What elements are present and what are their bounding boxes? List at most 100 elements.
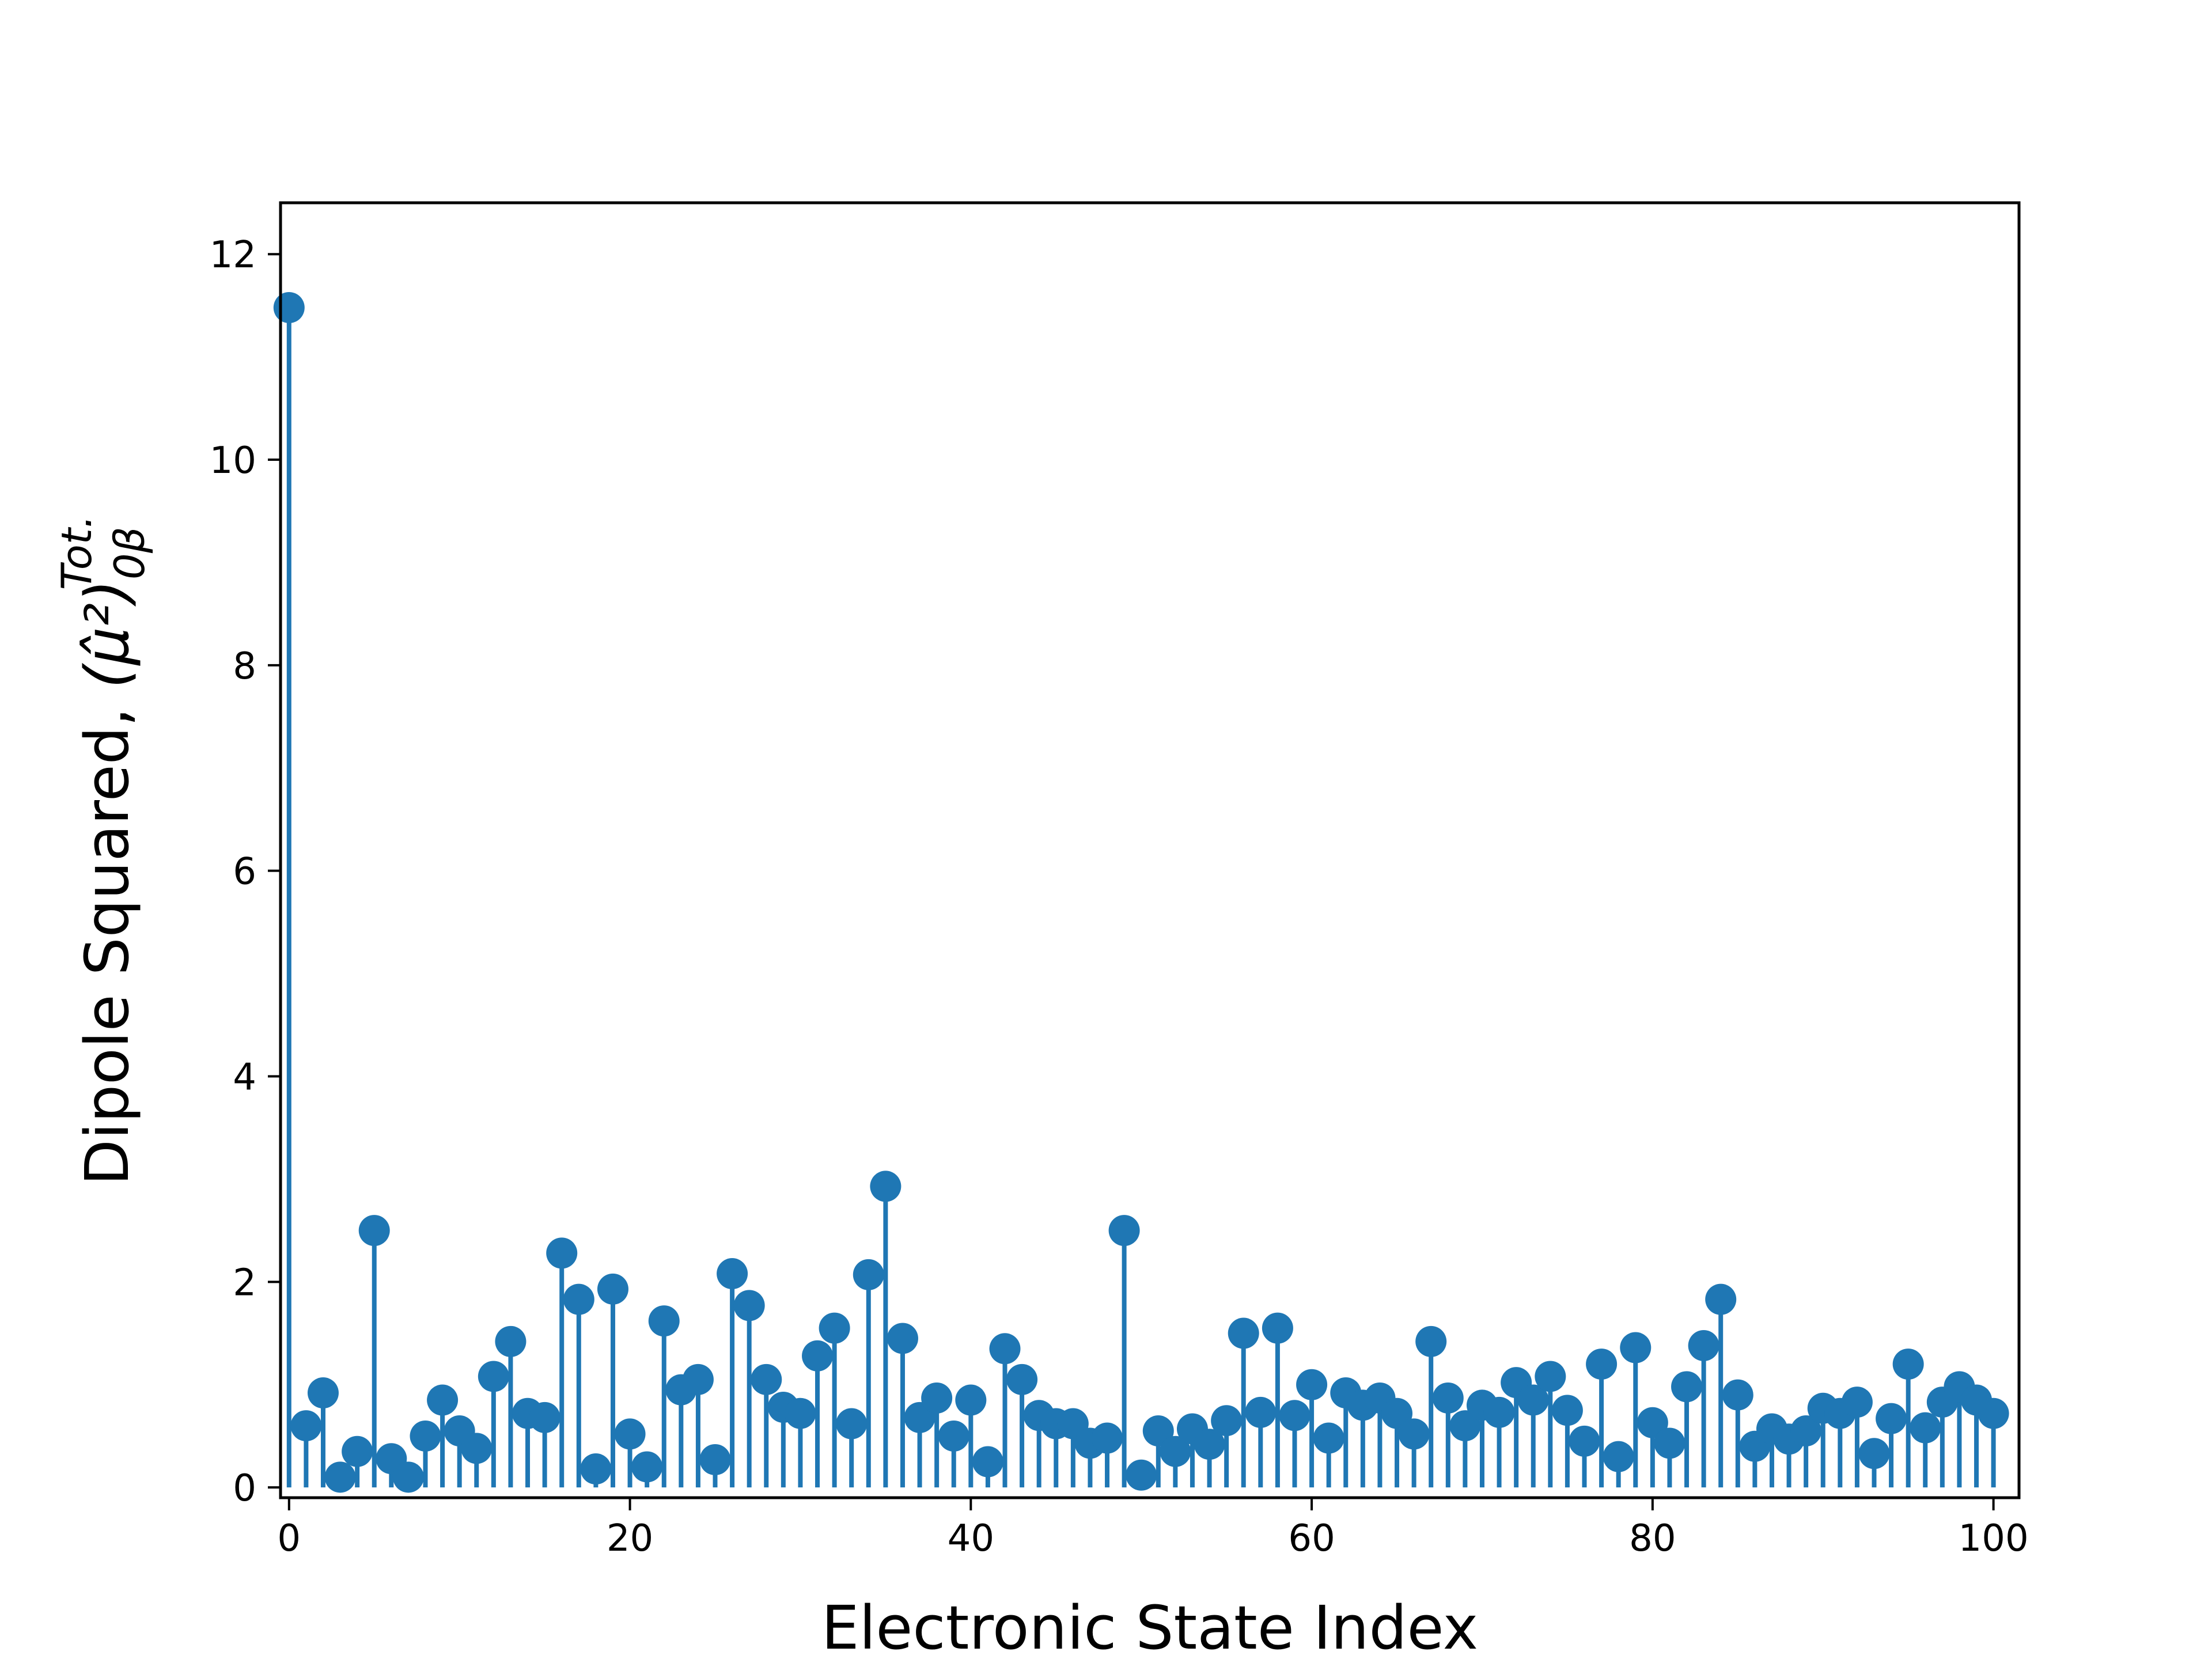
stem-marker — [1483, 1396, 1515, 1428]
stem-marker — [1126, 1459, 1157, 1491]
stem-marker — [1876, 1403, 1907, 1434]
stem-marker — [1637, 1407, 1668, 1438]
plot-frame — [279, 201, 2021, 1499]
stem-marker — [1449, 1410, 1481, 1442]
stem-marker — [563, 1283, 594, 1315]
stem-marker — [802, 1340, 834, 1372]
stem-marker — [1142, 1415, 1174, 1447]
y-tick-label: 4 — [233, 1056, 256, 1099]
stem-marker — [870, 1171, 902, 1202]
stem-marker — [853, 1259, 884, 1290]
x-axis-label: Electronic State Index — [821, 1593, 1478, 1659]
stem-marker — [733, 1290, 765, 1321]
stem-marker — [1381, 1397, 1413, 1429]
stem-marker — [836, 1408, 868, 1440]
stem-marker — [1688, 1330, 1719, 1361]
stem-marker — [785, 1397, 816, 1429]
stem-marker — [273, 291, 305, 323]
stem-marker — [478, 1361, 509, 1392]
stem-marker — [1841, 1387, 1873, 1418]
stem-marker — [1603, 1441, 1634, 1472]
stem-marker — [1262, 1312, 1293, 1344]
stem-marker — [1858, 1438, 1890, 1469]
x-tick-label: 60 — [1288, 1517, 1335, 1560]
stem-marker — [358, 1215, 390, 1247]
stem-marker — [427, 1384, 459, 1416]
stem-marker — [1432, 1382, 1464, 1414]
stem-marker — [989, 1333, 1021, 1365]
stem-marker — [751, 1363, 782, 1395]
y-tick-label: 2 — [233, 1262, 256, 1304]
stem-marker — [682, 1363, 714, 1395]
y-axis-label: Dipole Squared, (μ̂²)0βTot. — [52, 515, 154, 1185]
y-axis-label-math: (μ̂²) — [72, 579, 142, 688]
stem-marker — [1910, 1412, 1941, 1444]
y-axis-label-prefix: Dipole Squared, — [72, 688, 142, 1185]
stem-marker — [529, 1402, 560, 1433]
stem-marker — [410, 1420, 441, 1452]
stem-marker — [1790, 1415, 1822, 1447]
stem-marker — [307, 1377, 339, 1409]
stem-marker — [290, 1410, 322, 1442]
stem-marker — [887, 1323, 918, 1354]
stem-marker — [1705, 1283, 1737, 1315]
x-tick-label: 0 — [277, 1517, 301, 1560]
stem-marker — [1551, 1395, 1583, 1426]
y-tick-label: 12 — [210, 234, 256, 276]
stem-marker — [1279, 1400, 1310, 1431]
y-axis-ticks: 0 2 4 6 8 10 12 — [210, 234, 281, 1510]
stem-marker — [1108, 1215, 1140, 1247]
stem-lines — [286, 307, 1996, 1488]
stem-marker — [938, 1420, 969, 1452]
stem-marker — [1160, 1435, 1191, 1467]
stem-marker — [717, 1258, 748, 1290]
stem-marker — [342, 1435, 373, 1467]
stem-marker — [1211, 1405, 1243, 1437]
x-tick-label: 20 — [607, 1517, 653, 1560]
stem-marker — [1245, 1396, 1277, 1428]
stem-marker — [1535, 1361, 1566, 1392]
y-axis-label-superscript: Tot. — [52, 515, 101, 590]
stem-marker — [955, 1384, 987, 1416]
stem-marker — [1620, 1332, 1652, 1363]
stem-marker — [1398, 1418, 1430, 1450]
stem-marker — [1517, 1384, 1549, 1416]
stem-marker — [392, 1461, 424, 1493]
stem-marker — [648, 1305, 680, 1337]
y-axis-label-subscript: 0β — [105, 527, 154, 579]
stem-marker — [631, 1451, 663, 1483]
stem-marker — [1006, 1363, 1038, 1395]
stem-marker — [1654, 1427, 1685, 1459]
stem-marker — [580, 1453, 612, 1485]
stem-markers — [273, 291, 2009, 1493]
stem-marker — [495, 1325, 527, 1357]
stem-marker — [1892, 1349, 1924, 1380]
stem-marker — [699, 1444, 731, 1475]
stem-marker — [546, 1237, 578, 1269]
x-tick-label: 100 — [1959, 1517, 2029, 1560]
stem-marker — [461, 1433, 493, 1464]
stem-marker — [1671, 1371, 1703, 1403]
stem-marker — [1092, 1422, 1123, 1454]
stem-marker — [921, 1382, 953, 1414]
x-axis-ticks: 0 20 40 60 80 100 — [277, 1498, 2029, 1560]
stem-marker — [324, 1461, 356, 1493]
stem-marker — [819, 1312, 850, 1344]
x-tick-label: 40 — [948, 1517, 994, 1560]
y-tick-label: 6 — [233, 851, 256, 893]
stem-marker — [972, 1446, 1003, 1478]
x-tick-label: 80 — [1629, 1517, 1676, 1560]
stem-marker — [1313, 1422, 1344, 1454]
y-tick-label: 0 — [233, 1467, 256, 1510]
stem-marker — [1296, 1369, 1328, 1400]
stem-marker — [1569, 1425, 1600, 1457]
stem-marker — [1722, 1379, 1753, 1411]
stem-marker — [1586, 1349, 1618, 1380]
y-tick-label: 10 — [210, 440, 256, 482]
stem-marker — [1194, 1429, 1225, 1460]
y-tick-label: 8 — [233, 645, 256, 688]
stem-marker — [614, 1418, 646, 1450]
stem-marker — [1415, 1325, 1447, 1357]
